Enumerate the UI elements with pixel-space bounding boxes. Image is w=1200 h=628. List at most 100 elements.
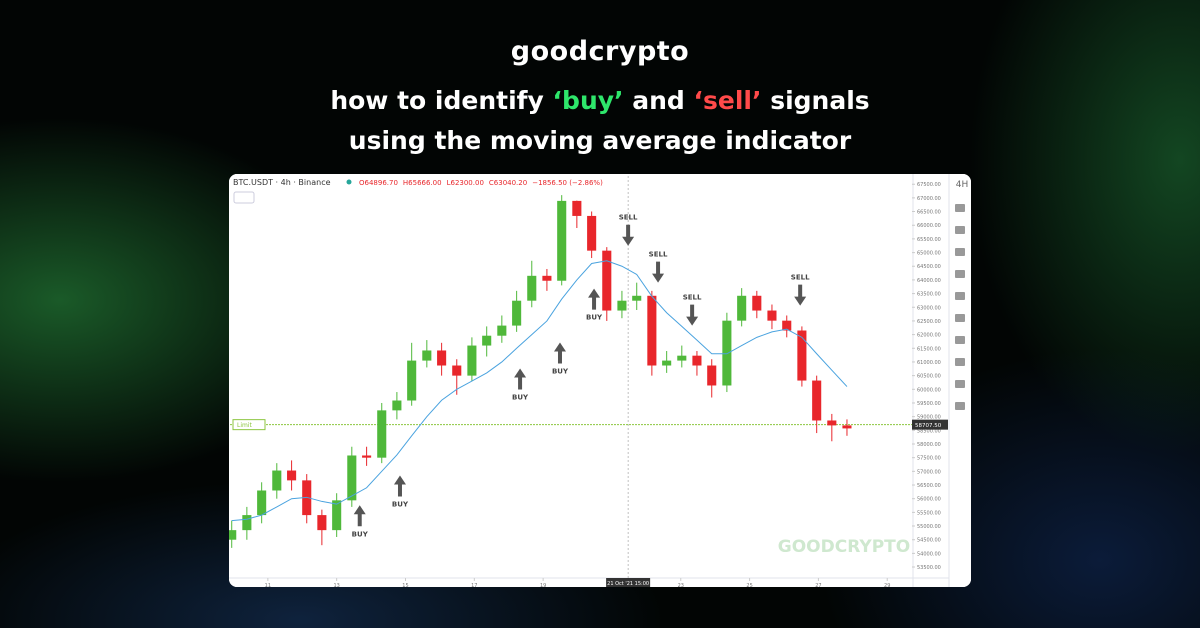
signal-label: BUY	[552, 368, 569, 376]
candle-body	[722, 320, 732, 386]
price-tag-bg	[912, 419, 948, 430]
ohlc-value: O64896.70	[359, 179, 398, 187]
headline-part: ‘buy’	[552, 86, 624, 115]
y-tick-label: 54500.00	[917, 538, 941, 544]
candle-body	[752, 295, 762, 311]
toolbar-icon[interactable]	[955, 226, 965, 234]
signal-arrow	[353, 505, 366, 527]
x-tick-label: 27	[815, 583, 821, 587]
candle-body	[407, 360, 417, 401]
signal-label: SELL	[619, 214, 638, 222]
y-tick-label: 63000.00	[917, 305, 941, 311]
x-tick-label: 15	[402, 583, 408, 587]
toolbar-icon[interactable]	[955, 402, 965, 410]
y-tick-label: 58000.00	[917, 442, 941, 448]
y-tick-label: 67500.00	[917, 182, 941, 188]
toolbar-icon[interactable]	[955, 204, 965, 212]
y-tick-label: 56500.00	[917, 483, 941, 489]
arrow	[794, 284, 807, 306]
limit-tag-bg	[232, 419, 266, 431]
x-tick-label: 29	[884, 583, 890, 587]
limit-tag: Limit	[237, 422, 253, 429]
x-tick-label: 19	[540, 583, 546, 587]
candle-body	[782, 320, 792, 331]
watermark: GOODCRYPTO	[778, 537, 910, 557]
candle-body	[482, 335, 492, 346]
ohlc-value: L62300.00	[447, 179, 484, 187]
candle-body	[287, 470, 297, 481]
signal-label: BUY	[586, 314, 603, 322]
toolbar-icon[interactable]	[955, 336, 965, 344]
candle-body	[512, 300, 522, 326]
symbol-title: BTC.USDT · 4h · Binance	[233, 178, 331, 187]
toolbar-icon[interactable]	[955, 292, 965, 300]
candle-body	[317, 515, 327, 531]
chart-bg	[229, 174, 971, 587]
collapse-button[interactable]	[233, 191, 255, 204]
x-tick-label: 17	[471, 583, 477, 587]
ohlc-value: H65666.00	[403, 179, 442, 187]
arrow	[514, 368, 527, 390]
signal-label: SELL	[649, 251, 668, 259]
candle-body	[497, 325, 507, 336]
signal-label: BUY	[352, 530, 369, 538]
signal-arrow	[622, 224, 635, 246]
crosshair-label: 21 Oct '21 15:00	[607, 581, 649, 587]
y-tick-label: 64000.00	[917, 278, 941, 284]
y-tick-label: 64500.00	[917, 264, 941, 270]
candle-body	[812, 380, 822, 421]
candle-body	[257, 490, 267, 516]
signal-arrow	[794, 284, 807, 306]
headline-part: signals	[761, 86, 870, 115]
x-tick-label: 25	[746, 583, 752, 587]
candle-body	[827, 420, 837, 426]
y-tick-label: 67000.00	[917, 196, 941, 202]
y-tick-label: 61500.00	[917, 346, 941, 352]
toolbar-icon[interactable]	[955, 314, 965, 322]
toolbar-icon[interactable]	[955, 270, 965, 278]
x-tick-label: 23	[678, 583, 684, 587]
candle-body	[242, 515, 252, 531]
y-tick-label: 57000.00	[917, 469, 941, 475]
ohlc-value: C63040.20	[489, 179, 527, 187]
x-tick-label: 11	[265, 583, 271, 587]
candle-body	[797, 330, 807, 381]
candle-body	[332, 500, 342, 531]
candle-body	[347, 455, 357, 501]
headline-part: how to identify	[330, 86, 553, 115]
signal-label: SELL	[683, 294, 702, 302]
candle-body	[422, 350, 432, 361]
candle-body	[767, 310, 777, 321]
candle-body	[647, 295, 657, 366]
toolbar-icon[interactable]	[955, 248, 965, 256]
headline: using the moving average indicator	[348, 126, 852, 155]
y-tick-label: 55500.00	[917, 510, 941, 516]
arrow	[686, 304, 699, 326]
x-tick-label: 13	[333, 583, 339, 587]
y-tick-label: 53500.00	[917, 565, 941, 571]
interval-button[interactable]: 4H	[956, 180, 969, 190]
y-tick-label: 66000.00	[917, 223, 941, 229]
candle-body	[557, 200, 567, 281]
y-tick-label: 60500.00	[917, 374, 941, 380]
signal-label: SELL	[791, 274, 810, 282]
candle-body	[632, 295, 642, 301]
moving-average	[231, 260, 848, 522]
candle-body	[707, 365, 717, 386]
candle-body	[677, 355, 687, 361]
arrow	[652, 261, 665, 283]
candle-body	[452, 365, 462, 376]
arrow	[622, 224, 635, 246]
toolbar-icon[interactable]	[955, 358, 965, 366]
candle-body	[617, 300, 627, 311]
candle-body	[392, 400, 402, 411]
logo: goodcrypto	[510, 36, 690, 67]
toolbar-icon[interactable]	[955, 380, 965, 388]
y-tick-label: 62500.00	[917, 319, 941, 325]
headline-part: and	[623, 86, 694, 115]
y-tick-label: 62000.00	[917, 333, 941, 339]
y-tick-label: 59000.00	[917, 415, 941, 421]
signal-arrow	[553, 342, 566, 364]
y-tick-label: 57500.00	[917, 456, 941, 462]
arrow	[553, 342, 566, 364]
